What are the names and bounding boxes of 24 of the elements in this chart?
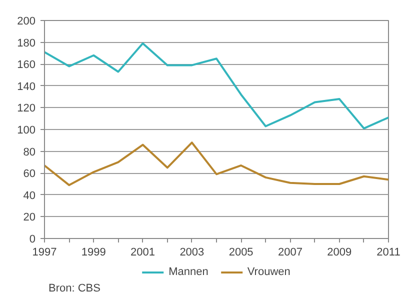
- y-tick-label: 140: [17, 80, 36, 93]
- y-tick-label: 120: [17, 102, 36, 115]
- legend-label: Mannen: [168, 266, 208, 278]
- y-tick-label: 200: [17, 16, 36, 28]
- x-tick-label: 2009: [327, 246, 352, 258]
- y-tick-label: 160: [17, 59, 36, 72]
- line-series: [44, 142, 388, 186]
- x-tick-label: 2003: [180, 246, 204, 258]
- y-tick-label: 180: [17, 37, 36, 50]
- y-tick-label: 0: [29, 234, 36, 246]
- line-series: [44, 42, 388, 130]
- x-tick-label: 1997: [32, 246, 57, 258]
- x-tick-label: 2007: [278, 246, 302, 258]
- y-tick-label: 40: [23, 190, 36, 202]
- x-tick-label: 2001: [130, 246, 156, 258]
- y-tick-label: 100: [17, 124, 36, 136]
- y-tick-label: 20: [23, 212, 36, 224]
- text: Bron: CBS: [48, 282, 100, 294]
- x-tick-label: 1999: [81, 246, 106, 258]
- y-tick-label: 80: [23, 146, 36, 158]
- x-tick-label: 2011: [376, 246, 400, 258]
- x-tick-label: 2005: [228, 246, 254, 258]
- y-tick-label: 60: [23, 168, 36, 180]
- legend-label: Vrouwen: [247, 266, 290, 278]
